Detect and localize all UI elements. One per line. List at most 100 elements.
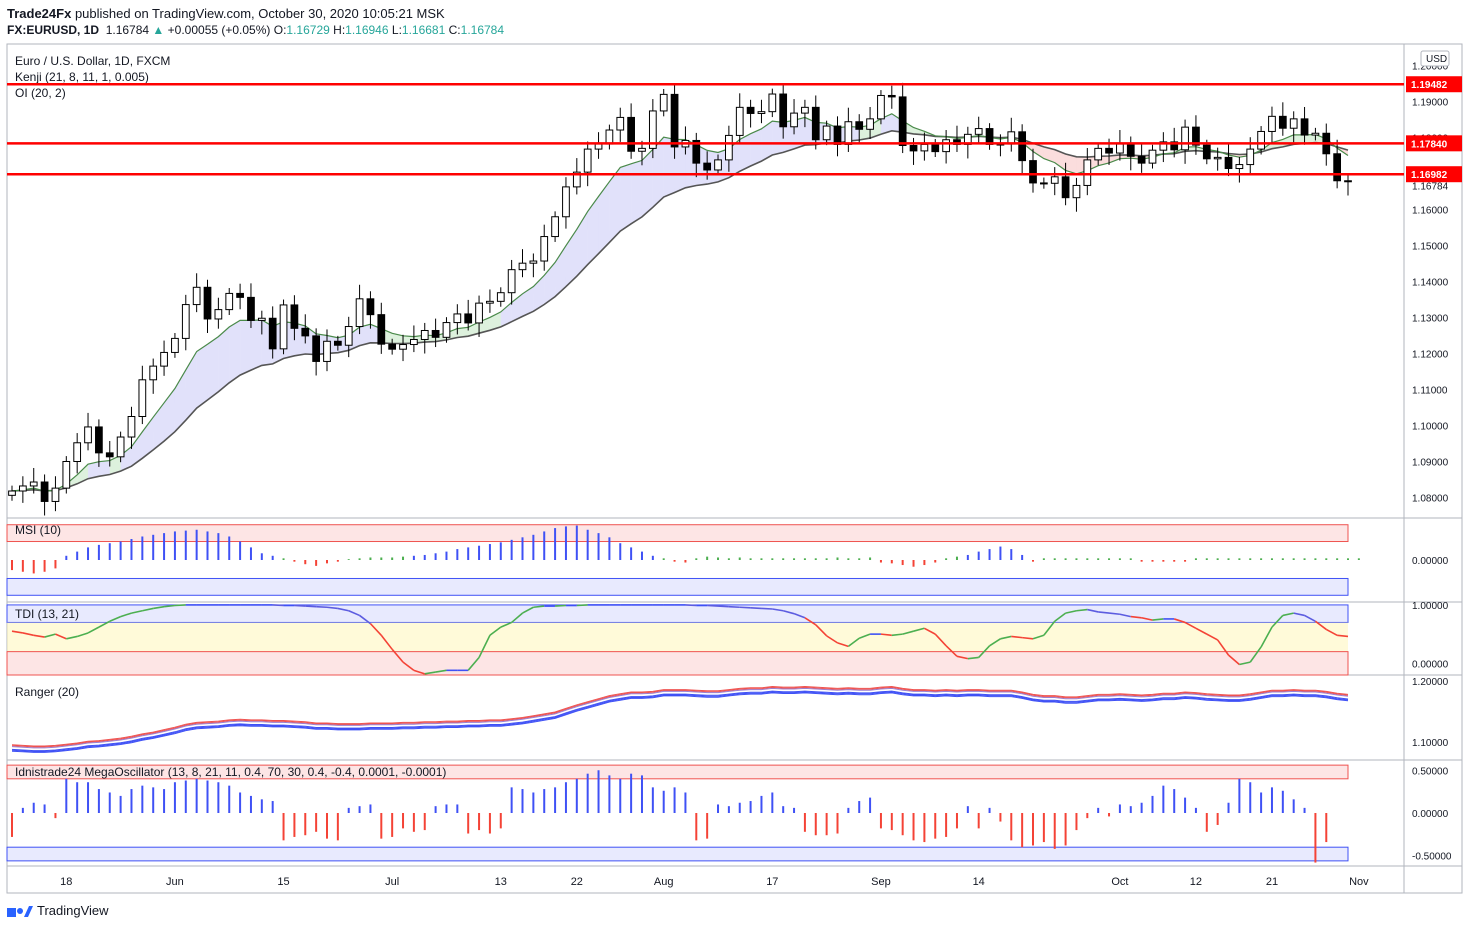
candle-body xyxy=(844,121,853,145)
tdi-line-segment xyxy=(707,604,719,607)
tdi-line-segment xyxy=(413,669,425,675)
tdi-line-segment xyxy=(1130,615,1142,619)
tdi-line-segment xyxy=(120,612,132,618)
tdi-line-segment xyxy=(44,633,56,638)
indicator-band xyxy=(7,622,1348,652)
tdi-line-segment xyxy=(1239,661,1251,666)
tdi-line-segment xyxy=(924,627,936,635)
tdi-line-segment xyxy=(793,612,806,619)
tdi-line-segment xyxy=(359,614,371,625)
level-price-tag xyxy=(1406,76,1462,93)
candle-body xyxy=(388,343,397,350)
candle-body xyxy=(496,292,505,302)
ribbon-segment xyxy=(674,139,686,193)
time-tick-label: 14 xyxy=(973,876,985,888)
tdi-line-segment xyxy=(435,669,447,673)
ribbon-segment xyxy=(1043,146,1055,163)
price-tick-label: 1.08000 xyxy=(1412,493,1449,504)
tdi-line-segment xyxy=(174,604,186,607)
ribbon-segment xyxy=(153,402,165,450)
tdi-line-segment xyxy=(478,634,491,658)
candle-body xyxy=(887,94,896,98)
candle-body xyxy=(475,302,483,324)
time-tick-label: 15 xyxy=(277,876,289,888)
time-tick-label: Sep xyxy=(871,876,891,888)
candle-body xyxy=(1029,160,1037,184)
tdi-line-segment xyxy=(163,604,176,608)
candle-body xyxy=(1289,118,1298,129)
ribbon-segment xyxy=(522,286,534,317)
candle-body xyxy=(746,106,755,114)
tdi-line-segment xyxy=(1337,634,1349,638)
indicator-band xyxy=(6,604,1349,623)
time-tick-label: Aug xyxy=(654,876,674,888)
tdi-line-segment xyxy=(294,604,306,607)
ribbon-segment xyxy=(185,351,197,421)
tdi-line-segment xyxy=(847,637,860,648)
ribbon-segment xyxy=(468,321,480,337)
ribbon-segment xyxy=(707,150,719,185)
candle-body xyxy=(1170,141,1179,151)
candle-body xyxy=(1300,118,1309,136)
candle-body xyxy=(279,304,288,350)
candle-body xyxy=(410,338,418,346)
ribbon-segment xyxy=(250,319,262,371)
tdi-line-segment xyxy=(750,607,762,610)
indicator-band xyxy=(6,524,1349,543)
tdi-line-segment xyxy=(500,621,512,628)
tdi-line-segment xyxy=(369,623,382,636)
price-tick-label: 1.10000 xyxy=(1412,422,1449,433)
currency-label: USD xyxy=(1426,54,1447,65)
open-value: 1.16729 xyxy=(286,23,330,37)
time-tick-label: 21 xyxy=(1266,876,1278,888)
candle-body xyxy=(1072,184,1081,199)
tdi-line-segment xyxy=(1304,614,1316,622)
tdi-line-segment xyxy=(55,633,67,640)
candle-body xyxy=(920,143,929,152)
ribbon-segment xyxy=(739,133,751,172)
candle-body xyxy=(757,111,766,114)
candle-body xyxy=(1126,143,1135,157)
indicator-title: Ranger (20) xyxy=(15,685,79,699)
tdi-line-segment xyxy=(33,634,45,638)
tdi-line-segment xyxy=(391,648,404,663)
candle-body xyxy=(464,313,473,324)
tradingview-logo-icon xyxy=(7,905,33,917)
tdi-line-segment xyxy=(11,630,23,634)
candle-body xyxy=(985,128,994,145)
time-tick-label: 13 xyxy=(495,876,507,888)
indicator-tick-label: 0.00000 xyxy=(1412,809,1449,820)
price-tick-label: 1.16000 xyxy=(1412,206,1449,217)
candle-body xyxy=(355,298,364,328)
candle-body xyxy=(725,134,733,161)
footer-brand[interactable]: TradingView xyxy=(7,903,109,918)
ribbon-segment xyxy=(663,137,675,198)
candle-body xyxy=(1311,132,1320,136)
currency-box xyxy=(1420,50,1450,67)
candle-body xyxy=(486,300,494,304)
candle-body xyxy=(105,452,114,458)
footer-brand-label: TradingView xyxy=(37,903,109,918)
candle-body xyxy=(801,106,809,114)
tdi-line-segment xyxy=(815,624,828,637)
low-value: 1.16681 xyxy=(401,23,446,37)
tdi-line-segment xyxy=(1260,626,1273,648)
tdi-line-segment xyxy=(131,609,143,614)
publisher-name: Trade24Fx xyxy=(7,6,72,21)
symbol-label: FX:EURUSD, 1D xyxy=(7,23,100,37)
ribbon-segment xyxy=(109,455,121,475)
indicator-tick-label: 0.00000 xyxy=(1412,556,1449,567)
ranger-line xyxy=(11,687,1349,749)
ribbon-segment xyxy=(576,211,588,277)
tdi-line-segment xyxy=(902,630,914,635)
candle-body xyxy=(572,171,581,188)
tdi-line-segment xyxy=(348,610,360,617)
candle-body xyxy=(583,148,592,173)
tdi-line-segment xyxy=(1087,608,1099,613)
candle-body xyxy=(562,186,570,218)
tdi-line-segment xyxy=(739,606,751,609)
candle-body xyxy=(1202,144,1211,160)
tdi-line-segment xyxy=(533,605,545,609)
ribbon-segment xyxy=(1065,153,1077,174)
